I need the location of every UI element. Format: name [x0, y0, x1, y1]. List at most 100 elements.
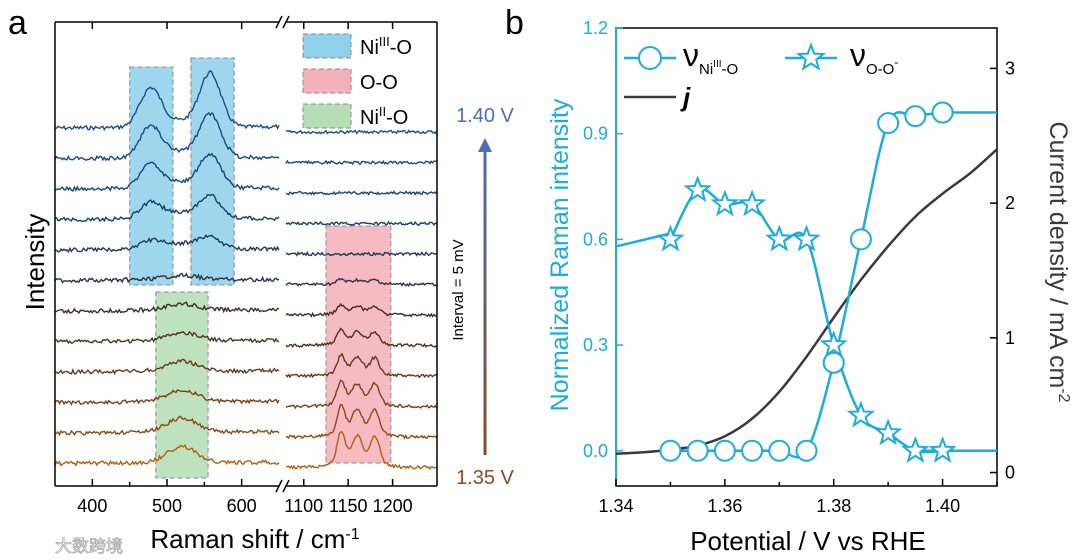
- spectrum-left: [54, 69, 280, 132]
- y-tick-label-right: 0: [1005, 463, 1015, 483]
- x-tick-label: 1.34: [598, 496, 633, 516]
- legend-swatch: [302, 103, 352, 129]
- nio-point: [741, 439, 764, 462]
- spectrum-right: [285, 159, 437, 166]
- potential-bottom-label: 1.35 V: [456, 467, 514, 489]
- x-tick-label: 500: [152, 496, 182, 516]
- potential-arrow: 1.40 V 1.35 V Interval = 5 mV: [450, 105, 515, 489]
- spectrum-left: [54, 152, 280, 192]
- nio-point: [931, 101, 954, 124]
- y-tick-label-right: 1: [1005, 328, 1015, 348]
- panel-a-xlabel: Raman shift / cm-1: [150, 524, 359, 554]
- spectrum-right: [285, 352, 437, 379]
- panel-b-xlabel: Potential / V vs RHE: [690, 526, 926, 556]
- x-tick-label: 1100: [284, 496, 323, 516]
- y-tick-label-left: 0.3: [583, 335, 608, 355]
- y-tick-label-right: 3: [1005, 58, 1015, 78]
- nio-point: [768, 439, 791, 462]
- spectrum-right: [285, 403, 437, 440]
- x-tick-label: 1200: [373, 496, 413, 516]
- nio-fit-line: [670, 111, 943, 459]
- spectrum-right: [285, 220, 437, 227]
- oo-point: [873, 418, 903, 446]
- spectrum-right: [285, 190, 438, 196]
- spectrum-left: [54, 443, 280, 467]
- current-density-line: [615, 148, 998, 455]
- oo-point: [792, 224, 821, 252]
- legend-marker-oo: [795, 42, 827, 71]
- axis-break-mark: [275, 15, 283, 29]
- nio-point: [849, 228, 872, 251]
- spectrum-right: [285, 379, 438, 410]
- legend-label-nio: νNiIII-O: [683, 37, 738, 78]
- panel-label-a: a: [8, 4, 27, 42]
- panel-label-b: b: [505, 4, 524, 42]
- spectrum-right: [285, 129, 438, 135]
- spectrum-left: [54, 330, 280, 345]
- oo-point: [765, 224, 794, 252]
- spectrum-left: [54, 415, 280, 437]
- spectrum-left: [54, 358, 280, 376]
- spectrum-right: [285, 327, 438, 348]
- oo-point: [928, 435, 957, 463]
- y-tick-label-left: 0.6: [583, 229, 608, 249]
- y-tick-label-left: 1.2: [583, 18, 608, 38]
- arrow-shaft: [483, 150, 487, 455]
- y-tick-label-left: 0.9: [583, 124, 608, 144]
- panel-b-axes: 1.34 1.36 1.38 1.40 0.0 0.3 0.6 0.9 1.2 0 1 2 3: [583, 18, 1015, 516]
- legend-label-j: j: [680, 82, 691, 112]
- spectrum-left: [54, 193, 280, 223]
- panel-b-series: [615, 101, 998, 463]
- spectrum-right: [285, 302, 437, 318]
- oo-point: [683, 175, 712, 203]
- axis-break-mark: [282, 15, 290, 29]
- x-tick-label: 1.36: [707, 496, 742, 516]
- panel-b-potential: 1.34 1.36 1.38 1.40 0.0 0.3 0.6 0.9 1.2 0 1 2 3 νNiI…: [546, 18, 1072, 556]
- spectrum-right: [285, 250, 437, 257]
- spectrum-left: [54, 234, 280, 254]
- legend-label: NiIII-O: [360, 34, 412, 59]
- spectrum-left: [54, 111, 280, 162]
- legend-label-oo: νO-O-: [850, 37, 898, 78]
- x-tick-label: 400: [77, 496, 107, 516]
- spectrum-left: [54, 389, 280, 406]
- panel-b-ylabel-left: Normalized Raman intensity: [546, 98, 574, 411]
- nio-point: [795, 439, 818, 462]
- panel-b-ylabel-right: Current density / mA cm-2: [1044, 122, 1072, 403]
- panel-a-ylabel: Intensity: [20, 214, 50, 311]
- y-tick-label-right: 2: [1005, 193, 1015, 213]
- watermark: 大数跨境: [55, 537, 123, 556]
- spectrum-right: [285, 431, 437, 471]
- panel-b-legend: νNiIII-O νO-O-j: [624, 37, 898, 112]
- spectrum-right: [285, 277, 437, 288]
- nio-point: [713, 439, 736, 462]
- oo-point: [737, 189, 767, 217]
- x-tick-label: 1.38: [816, 496, 851, 516]
- spectrum-left: [54, 301, 280, 315]
- interval-label: Interval = 5 mV: [450, 239, 467, 340]
- nio-point: [659, 439, 682, 462]
- panel-a-legend: NiIII-O O-O NiII-O: [302, 33, 412, 129]
- highlight-regions: [129, 57, 392, 479]
- legend-swatch: [302, 68, 352, 94]
- oo-point: [901, 435, 930, 463]
- oo-point: [710, 189, 740, 217]
- raman-spectra: [54, 69, 438, 471]
- legend-swatch: [302, 33, 352, 59]
- nio-point: [904, 105, 927, 128]
- x-tick-label: 600: [227, 496, 257, 516]
- legend-marker-nio: [638, 46, 662, 70]
- arrow-head: [478, 138, 492, 152]
- panel-a-raman: 400 500 600 1100 1150 1200 Intensity Raman sh…: [20, 15, 515, 554]
- spectrum-left: [54, 272, 280, 284]
- nio-point: [877, 112, 900, 135]
- highlight-region: [155, 291, 209, 479]
- x-tick-label: 1.40: [925, 496, 960, 516]
- axis-break-mark: [275, 479, 283, 493]
- legend-label: NiII-O: [360, 104, 408, 129]
- highlight-region: [129, 66, 174, 286]
- potential-top-label: 1.40 V: [456, 105, 514, 127]
- legend-label: O-O: [360, 72, 398, 94]
- panel-a-axes: 400 500 600 1100 1150 1200: [54, 15, 438, 516]
